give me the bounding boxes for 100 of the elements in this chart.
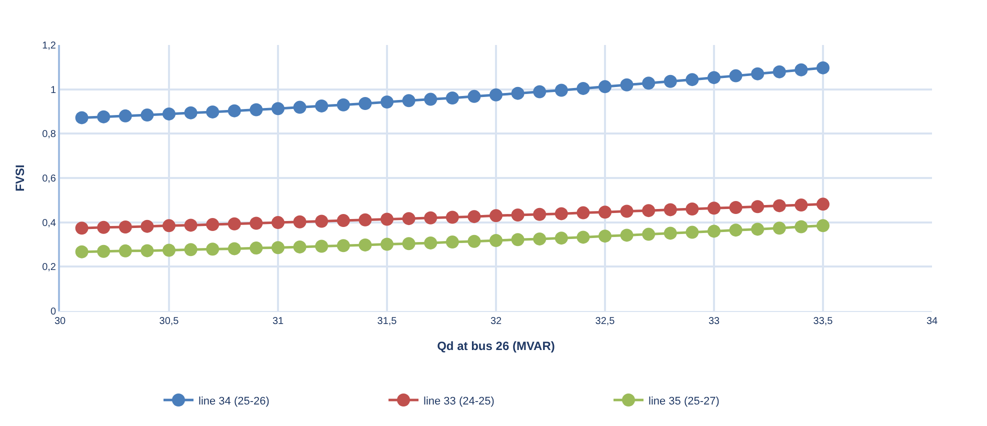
point: [533, 208, 546, 221]
point: [772, 65, 786, 78]
point: [162, 107, 176, 120]
point: [642, 228, 656, 241]
point: [228, 104, 241, 118]
x-tick-label: 32: [490, 316, 502, 327]
point: [620, 78, 634, 92]
y-tick-label: 0,4: [42, 218, 56, 229]
point: [272, 216, 284, 230]
point: [642, 204, 656, 218]
point: [315, 99, 328, 112]
point: [424, 92, 438, 106]
point: [511, 233, 524, 246]
point: [206, 105, 220, 118]
point: [162, 244, 176, 257]
point: [228, 217, 241, 230]
y-tick-label: 0,2: [42, 262, 56, 274]
x-tick-label: 30,5: [159, 316, 180, 327]
point: [729, 224, 742, 237]
point: [664, 203, 677, 216]
point: [686, 226, 699, 239]
point: [75, 245, 88, 258]
point: [598, 80, 612, 94]
point: [772, 199, 786, 212]
point: [708, 71, 720, 84]
point: [576, 230, 590, 244]
point: [380, 212, 394, 226]
point: [511, 86, 524, 100]
point: [97, 220, 110, 234]
point: [424, 211, 438, 224]
point: [620, 228, 634, 242]
point: [272, 241, 284, 254]
point: [598, 206, 612, 219]
point: [97, 110, 110, 124]
point: [97, 244, 110, 258]
point: [620, 204, 634, 218]
legend-label: line 35 (25-27): [648, 395, 720, 408]
point: [772, 222, 786, 235]
point: [75, 111, 88, 124]
point: [250, 216, 263, 230]
x-tick-label: 34: [926, 316, 938, 327]
point: [140, 108, 154, 122]
point: [184, 218, 198, 232]
point: [293, 215, 306, 228]
point: [664, 74, 677, 88]
point: [708, 202, 720, 215]
point: [206, 242, 220, 256]
point: [751, 222, 764, 236]
point: [686, 73, 699, 86]
point: [358, 97, 372, 110]
point: [576, 206, 590, 220]
x-tick-label: 32,5: [595, 316, 616, 327]
point: [816, 219, 830, 232]
x-tick-label: 31: [272, 316, 284, 327]
point: [533, 85, 546, 98]
point: [206, 218, 220, 232]
point: [358, 213, 372, 226]
point: [315, 214, 328, 228]
point: [794, 198, 808, 212]
x-tick-label: 31,5: [377, 316, 398, 327]
point: [446, 91, 459, 104]
x-tick-label: 33: [708, 316, 720, 327]
point: [554, 207, 568, 220]
point: [184, 243, 198, 256]
point: [468, 210, 481, 224]
point: [315, 240, 328, 253]
point: [708, 224, 720, 238]
point: [140, 220, 154, 233]
y-tick-label: 0,6: [42, 174, 56, 184]
point: [272, 102, 284, 116]
point: [162, 219, 176, 232]
y-tick-label: 0,8: [42, 129, 56, 140]
point: [250, 103, 263, 116]
x-tick-label: 30: [54, 316, 66, 327]
point: [336, 98, 350, 112]
point: [554, 232, 568, 245]
point: [336, 239, 350, 252]
point: [468, 234, 481, 248]
point: [424, 236, 438, 250]
point: [554, 84, 568, 97]
point: [751, 200, 764, 214]
y-tick-label: 0: [50, 306, 56, 318]
legend-label: line 33 (24-25): [424, 395, 494, 408]
point: [511, 208, 524, 222]
point: [228, 242, 241, 256]
point: [598, 230, 612, 243]
point: [446, 210, 459, 224]
point: [642, 76, 656, 90]
point: [490, 234, 502, 248]
point: [293, 240, 306, 254]
point: [358, 238, 372, 252]
point: [576, 82, 590, 95]
point: [380, 95, 394, 108]
point: [118, 244, 132, 258]
point: [816, 61, 830, 74]
point: [402, 212, 416, 226]
x-tick-label: 33,5: [813, 316, 834, 327]
point: [751, 67, 764, 80]
point: [686, 202, 699, 216]
legend-label: line 34 (25-26): [198, 395, 270, 408]
